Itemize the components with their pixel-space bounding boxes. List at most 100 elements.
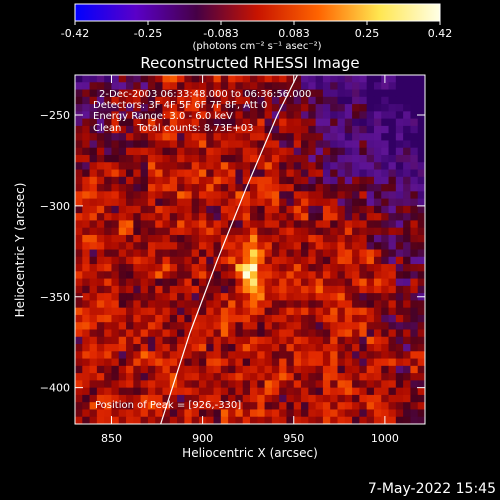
heatmap-cell bbox=[206, 329, 215, 338]
heatmap-cell bbox=[206, 358, 215, 367]
heatmap-cell bbox=[140, 111, 149, 120]
heatmap-cell bbox=[286, 111, 295, 120]
heatmap-cell bbox=[177, 162, 185, 171]
heatmap-cell bbox=[104, 402, 113, 411]
heatmap-cell bbox=[271, 336, 280, 345]
heatmap-cell bbox=[286, 162, 295, 171]
heatmap-cell bbox=[147, 416, 156, 424]
heatmap-cell bbox=[410, 176, 419, 185]
heatmap-cell bbox=[75, 278, 83, 287]
heatmap-cell bbox=[308, 140, 317, 149]
heatmap-cell bbox=[301, 264, 309, 272]
heatmap-cell bbox=[242, 256, 251, 265]
heatmap-cell bbox=[242, 387, 251, 396]
heatmap-cell bbox=[89, 125, 98, 134]
heatmap-cell bbox=[169, 169, 178, 178]
heatmap-cell bbox=[366, 198, 375, 207]
heatmap-cell bbox=[89, 234, 98, 243]
heatmap-cell bbox=[381, 373, 390, 381]
heatmap-cell bbox=[373, 234, 382, 243]
heatmap-cell bbox=[301, 271, 309, 280]
heatmap-cell bbox=[126, 307, 134, 316]
heatmap-cell bbox=[286, 140, 295, 149]
heatmap-cell bbox=[162, 358, 171, 367]
heatmap-cell bbox=[301, 307, 309, 316]
heatmap-cell bbox=[352, 75, 360, 83]
heatmap-cell bbox=[257, 293, 266, 301]
heatmap-cell bbox=[366, 416, 375, 424]
heatmap-cell bbox=[264, 140, 273, 149]
heatmap-cell bbox=[264, 314, 273, 323]
heatmap-cell bbox=[359, 322, 368, 331]
heatmap-cell bbox=[213, 162, 222, 171]
heatmap-cell bbox=[213, 373, 222, 381]
heatmap-cell bbox=[235, 234, 244, 243]
heatmap-cell bbox=[301, 191, 309, 200]
heatmap-cell bbox=[315, 242, 324, 251]
heatmap-cell bbox=[191, 278, 200, 287]
heatmap-cell bbox=[220, 380, 229, 389]
heatmap-cell bbox=[198, 387, 207, 396]
heatmap-cell bbox=[133, 271, 142, 280]
heatmap-cell bbox=[242, 118, 251, 127]
heatmap-cell bbox=[286, 293, 295, 301]
heatmap-cell bbox=[366, 75, 375, 83]
heatmap-cell bbox=[75, 365, 83, 374]
heatmap-cell bbox=[373, 191, 382, 200]
heatmap-cell bbox=[308, 176, 317, 185]
heatmap-cell bbox=[293, 118, 302, 127]
heatmap-cell bbox=[228, 380, 237, 389]
heatmap-cell bbox=[264, 125, 273, 134]
heatmap-cell bbox=[322, 82, 331, 91]
heatmap-cell bbox=[417, 336, 425, 345]
heatmap-cell bbox=[191, 409, 200, 418]
heatmap-cell bbox=[169, 271, 178, 280]
heatmap-cell bbox=[162, 249, 171, 258]
heatmap-cell bbox=[279, 220, 288, 229]
heatmap-cell bbox=[395, 242, 404, 251]
heatmap-cell bbox=[133, 213, 142, 222]
heatmap-cell bbox=[184, 184, 193, 192]
heatmap-cell bbox=[140, 351, 149, 360]
heatmap-cell bbox=[140, 293, 149, 301]
heatmap-cell bbox=[89, 264, 98, 272]
heatmap-cell bbox=[373, 104, 382, 112]
heatmap-cell bbox=[395, 394, 404, 403]
heatmap-cell bbox=[344, 111, 353, 120]
heatmap-cell bbox=[388, 205, 397, 214]
heatmap-cell bbox=[352, 220, 360, 229]
heatmap-cell bbox=[337, 300, 346, 309]
heatmap-cell bbox=[286, 314, 295, 323]
heatmap-cell bbox=[75, 96, 83, 105]
heatmap-cell bbox=[133, 344, 142, 352]
heatmap-cell bbox=[228, 169, 237, 178]
heatmap-cell bbox=[177, 278, 185, 287]
heatmap-cell bbox=[140, 184, 149, 192]
heatmap-cell bbox=[235, 264, 244, 272]
heatmap-cell bbox=[308, 373, 317, 381]
heatmap-cell bbox=[279, 133, 288, 142]
heatmap-cell bbox=[198, 227, 207, 236]
heatmap-cell bbox=[352, 184, 360, 192]
heatmap-cell bbox=[395, 271, 404, 280]
heatmap-cell bbox=[286, 380, 295, 389]
heatmap-cell bbox=[417, 394, 425, 403]
heatmap-cell bbox=[162, 191, 171, 200]
heatmap-cell bbox=[147, 169, 156, 178]
heatmap-cell bbox=[235, 198, 244, 207]
heatmap-cell bbox=[286, 118, 295, 127]
heatmap-cell bbox=[89, 96, 98, 105]
heatmap-cell bbox=[293, 387, 302, 396]
heatmap-cell bbox=[359, 104, 368, 112]
heatmap-cell bbox=[395, 344, 404, 352]
heatmap-cell bbox=[126, 365, 134, 374]
heatmap-cell bbox=[147, 285, 156, 294]
heatmap-cell bbox=[359, 169, 368, 178]
y-tick-label: −400 bbox=[40, 382, 70, 395]
heatmap-cell bbox=[184, 387, 193, 396]
heatmap-cell bbox=[322, 104, 331, 112]
plot-frame bbox=[74, 74, 426, 425]
heatmap-cell bbox=[184, 394, 193, 403]
heatmap-cell bbox=[118, 402, 127, 411]
heatmap-cell bbox=[352, 322, 360, 331]
